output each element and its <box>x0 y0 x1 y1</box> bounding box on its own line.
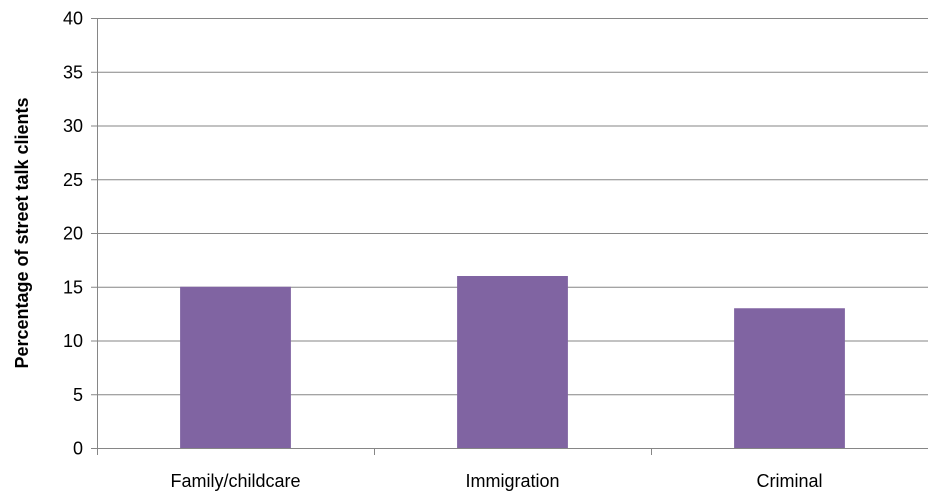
y-tick-label: 0 <box>73 439 83 459</box>
y-tick-label: 25 <box>63 170 83 190</box>
bar-criminal <box>734 308 845 448</box>
x-category-label: Criminal <box>756 471 822 491</box>
bar-family-childcare <box>180 286 291 448</box>
y-tick-label: 5 <box>73 385 83 405</box>
y-tick-label: 40 <box>63 9 83 29</box>
y-tick-label: 30 <box>63 116 83 136</box>
x-category-label: Immigration <box>465 471 559 491</box>
y-tick-labels: 0 5 10 15 20 25 30 35 40 <box>63 9 83 459</box>
bar-immigration <box>457 276 568 448</box>
y-tick-label: 20 <box>63 224 83 244</box>
y-tick-label: 15 <box>63 277 83 297</box>
bars <box>180 276 845 448</box>
x-category-label: Family/childcare <box>170 471 300 491</box>
y-tick-label: 10 <box>63 331 83 351</box>
y-axis-title: Percentage of street talk clients <box>12 97 32 368</box>
y-tick-label: 35 <box>63 62 83 82</box>
axes <box>91 18 928 455</box>
x-category-labels: Family/childcare Immigration Criminal <box>170 471 822 491</box>
